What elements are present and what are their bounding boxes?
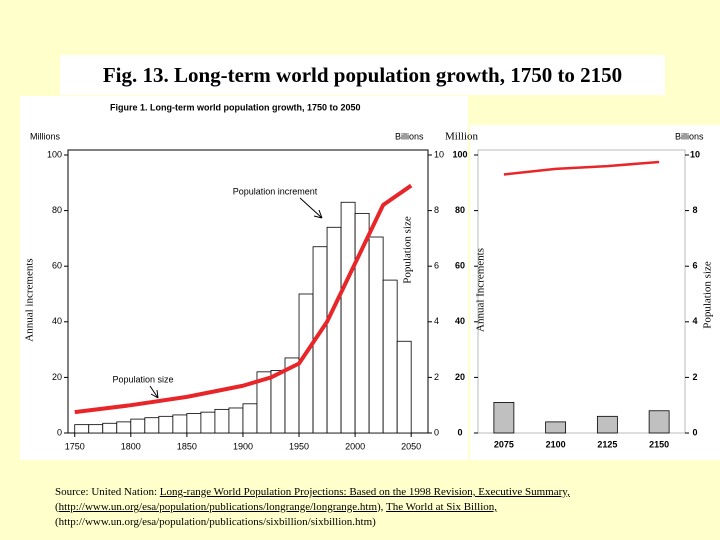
plot-frame	[477, 149, 686, 434]
bar	[88, 424, 104, 434]
y2-axis-label: Population size	[702, 261, 714, 329]
y-tick-label: 60	[52, 261, 62, 271]
bar	[396, 340, 412, 434]
line	[503, 160, 660, 176]
bar	[186, 413, 202, 434]
y2-tick-label: 2	[692, 372, 697, 382]
y2-tick-label: 0	[434, 427, 439, 437]
y2-axis-label: Population size	[402, 216, 414, 284]
bar	[158, 415, 174, 434]
bar	[144, 417, 160, 434]
bar	[228, 407, 244, 434]
source: Source: United Nation: Long-range World …	[55, 485, 695, 530]
bar	[102, 422, 118, 434]
x-tick-label: 2125	[597, 439, 617, 449]
annotation: Population size	[112, 374, 173, 384]
bar	[596, 415, 618, 434]
y2-tick-label: 10	[434, 149, 444, 159]
source-link: Long-range World Population Projections:…	[159, 486, 570, 498]
y2-tick-label: 4	[434, 316, 439, 326]
x-tick-label: 1950	[289, 441, 309, 451]
y-tick-label: 40	[52, 316, 62, 326]
y-axis-label: Annual Increments	[475, 248, 487, 332]
arrow	[299, 197, 323, 219]
x-tick-label: 1900	[233, 441, 253, 451]
y2-tick-label: 8	[692, 205, 697, 215]
bar	[545, 421, 567, 434]
figure-title: Figure 1. Long-term world population gro…	[110, 102, 361, 112]
bar	[130, 418, 146, 434]
y-axis-label: Annual increments	[24, 258, 36, 341]
x-tick-label: 2075	[494, 439, 514, 449]
y2-tick-label: 10	[690, 149, 700, 159]
source-text: (	[55, 501, 59, 513]
y2-tick-label: 2	[434, 372, 439, 382]
bar	[368, 236, 384, 434]
bar	[200, 411, 216, 434]
x-tick-label: 2050	[401, 441, 421, 451]
annotation: Population increment	[233, 186, 318, 196]
y-tick-label: 100	[47, 149, 62, 159]
charts: Figure 1. Long-term world population gro…	[20, 96, 720, 460]
bar	[74, 424, 90, 434]
bar	[116, 421, 132, 434]
source-link: The World at Six Billion,	[385, 501, 498, 513]
bar	[172, 414, 188, 434]
y-tick-label: 0	[457, 427, 462, 437]
y-unit: Million	[445, 131, 479, 143]
bar	[270, 370, 286, 434]
slide-title: Fig. 13. Long-term world population grow…	[60, 55, 665, 95]
y2-tick-label: 6	[692, 261, 697, 271]
y2-unit: Billions	[395, 131, 424, 141]
x-tick-label: 1850	[177, 441, 197, 451]
bar	[648, 410, 670, 434]
y-tick-label: 20	[455, 372, 465, 382]
source-text: Source: United Nation:	[55, 486, 160, 498]
x-tick-label: 2000	[345, 441, 365, 451]
x-tick-label: 2100	[546, 439, 566, 449]
y2-unit: Billions	[675, 131, 704, 141]
source-text: ),	[377, 501, 386, 513]
y-unit: Millions	[30, 131, 61, 141]
bar	[326, 226, 342, 434]
y-tick-label: 100	[452, 149, 467, 159]
bar	[214, 408, 230, 434]
y-tick-label: 80	[52, 205, 62, 215]
y2-tick-label: 4	[692, 316, 697, 326]
y2-tick-label: 8	[434, 205, 439, 215]
y2-tick-label: 0	[692, 427, 697, 437]
arrow	[149, 385, 159, 399]
bar	[242, 403, 258, 434]
y-tick-label: 0	[57, 427, 62, 437]
y-tick-label: 80	[455, 205, 465, 215]
bar	[340, 201, 356, 434]
source-text: (http://www.un.org/esa/population/public…	[55, 516, 376, 528]
x-tick-label: 1750	[65, 441, 85, 451]
line	[74, 183, 413, 415]
x-tick-label: 2150	[649, 439, 669, 449]
bar	[493, 402, 515, 434]
y2-tick-label: 6	[434, 261, 439, 271]
y-tick-label: 60	[455, 261, 465, 271]
y-tick-label: 20	[52, 372, 62, 382]
x-tick-label: 1800	[121, 441, 141, 451]
bar	[382, 279, 398, 434]
y-tick-label: 40	[455, 316, 465, 326]
source-link: http://www.un.org/esa/population/publica…	[58, 501, 378, 513]
